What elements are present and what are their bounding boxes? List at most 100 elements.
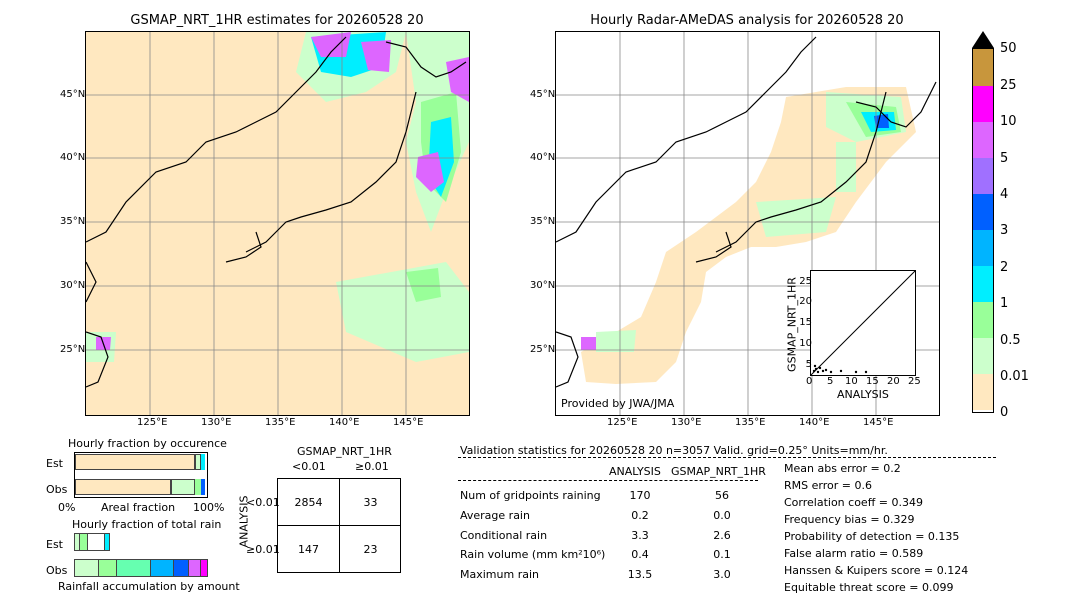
right-lat-label: 30°N xyxy=(530,280,556,291)
left-map-grid xyxy=(86,32,469,415)
scatter-x-tick: 20 xyxy=(887,376,900,387)
total-bar-seg xyxy=(98,560,118,576)
left-lat-label: 35°N xyxy=(60,216,86,227)
left-lon-label: 130°E xyxy=(201,417,232,428)
scatter-x-tick: 5 xyxy=(827,376,834,387)
coastline-china xyxy=(86,261,97,303)
total-bar-seg xyxy=(105,534,109,550)
occurrence-bar xyxy=(75,454,195,470)
score-line: Probability of detection = 0.135 xyxy=(784,530,960,543)
score-line: Equitable threat score = 0.099 xyxy=(784,581,954,594)
total-row-obs: Obs xyxy=(46,564,68,577)
occurrence-bar xyxy=(201,479,205,495)
total-title: Hourly fraction of total rain xyxy=(72,518,222,531)
stat-gsmap: 3.0 xyxy=(713,568,731,581)
occurrence-bar xyxy=(195,479,201,495)
left-lon-label: 140°E xyxy=(329,417,360,428)
scatter-x-tick: 10 xyxy=(845,376,858,387)
validation-col-analysis: ANALYSIS xyxy=(609,465,661,478)
colorbar-label: 0.01 xyxy=(1000,369,1029,384)
total-bar-seg xyxy=(150,560,175,576)
left-map-svg xyxy=(86,32,469,415)
left-lon-label: 125°E xyxy=(137,417,168,428)
right-lat-label: 40°N xyxy=(530,152,556,163)
score-line: Hanssen & Kuipers score = 0.124 xyxy=(784,564,969,577)
colorbar-label: 5 xyxy=(1000,151,1009,166)
scatter-point xyxy=(829,370,833,374)
colorbar-label: 2 xyxy=(1000,260,1009,275)
scatter-x-label: ANALYSIS xyxy=(837,388,889,401)
contingency-cell: 33 xyxy=(363,496,378,509)
left-lon-label: 135°E xyxy=(265,417,296,428)
occurrence-title: Hourly fraction by occurence xyxy=(68,437,227,450)
rain-patch xyxy=(311,32,351,57)
score-line: False alarm ratio = 0.589 xyxy=(784,547,924,560)
validation-header: Validation statistics for 20260528 20 n=… xyxy=(460,444,888,457)
occurrence-bar xyxy=(195,454,201,470)
right-map-svg xyxy=(556,32,939,415)
scatter-points xyxy=(812,364,868,374)
scatter-point xyxy=(854,370,858,374)
colorbar-segment xyxy=(973,266,993,302)
stat-gsmap: 0.0 xyxy=(713,509,731,522)
identity-line xyxy=(810,270,916,376)
scatter-point xyxy=(816,370,820,374)
right-lon-label: 140°E xyxy=(799,417,830,428)
contingency-row-lt: <0.01 xyxy=(246,496,280,509)
right-lat-label: 35°N xyxy=(530,216,556,227)
total-footer: Rainfall accumulation by amount xyxy=(58,580,240,593)
scatter-x-tick: 0 xyxy=(806,376,813,387)
total-bar-seg xyxy=(79,534,88,550)
coastline-taiwan xyxy=(86,331,109,388)
scatter-svg xyxy=(810,270,916,376)
total-chart xyxy=(74,533,208,579)
colorbar-label: 25 xyxy=(1000,78,1017,93)
right-lon-label: 130°E xyxy=(671,417,702,428)
stat-analysis: 13.5 xyxy=(627,568,653,581)
right-map-title: Hourly Radar-AMeDAS analysis for 2026052… xyxy=(590,13,904,28)
colorbar-segment xyxy=(973,194,993,230)
occurrence-row-obs: Obs xyxy=(46,483,68,496)
data-credit: Provided by JWA/JMA xyxy=(561,397,675,410)
left-lat-label: 30°N xyxy=(60,280,86,291)
right-lon-label: 125°E xyxy=(607,417,638,428)
right-lat-label: 45°N xyxy=(530,89,556,100)
rain-patch xyxy=(406,268,441,302)
left-map-coastlines xyxy=(86,36,467,388)
scatter-x-tick: 15 xyxy=(866,376,879,387)
stat-gsmap: 56 xyxy=(715,489,729,502)
rain-patch xyxy=(416,152,444,192)
scatter-point xyxy=(864,370,868,374)
contingency-table: 2854 33 147 23 xyxy=(277,478,401,573)
stat-analysis: 0.4 xyxy=(631,548,649,561)
colorbar-label: 4 xyxy=(1000,187,1009,202)
contingency-cell: 2854 xyxy=(294,496,323,509)
coastline-kyushu xyxy=(225,231,262,263)
occurrence-bar xyxy=(75,479,171,495)
scatter-x-tick: 25 xyxy=(908,376,921,387)
colorbar-label: 3 xyxy=(1000,223,1009,238)
contingency-row-ge: ≥0.01 xyxy=(246,543,280,556)
scatter-point xyxy=(814,367,818,371)
total-row-est: Est xyxy=(46,538,63,551)
occurrence-axis-left: 0% xyxy=(58,501,76,514)
colorbar-segment xyxy=(973,86,993,122)
left-lat-label: 40°N xyxy=(60,152,86,163)
stat-analysis: 0.2 xyxy=(631,509,649,522)
colorbar-arrow xyxy=(972,31,994,48)
scatter-y-label: GSMAP_NRT_1HR xyxy=(785,277,799,372)
scatter-y-tick: 25 xyxy=(799,276,812,287)
coastline-mainland xyxy=(556,36,817,243)
colorbar-segment xyxy=(973,230,993,266)
right-lon-label: 135°E xyxy=(735,417,766,428)
total-bar-est xyxy=(74,533,110,551)
left-map-rain-patches xyxy=(86,32,469,362)
colorbar-segment xyxy=(973,122,993,158)
occurrence-bar xyxy=(171,479,195,495)
total-bar-obs xyxy=(74,559,208,577)
colorbar xyxy=(972,48,994,413)
total-bar-seg xyxy=(75,560,99,576)
rain-patch xyxy=(581,87,916,384)
coastline-japan xyxy=(715,91,887,253)
